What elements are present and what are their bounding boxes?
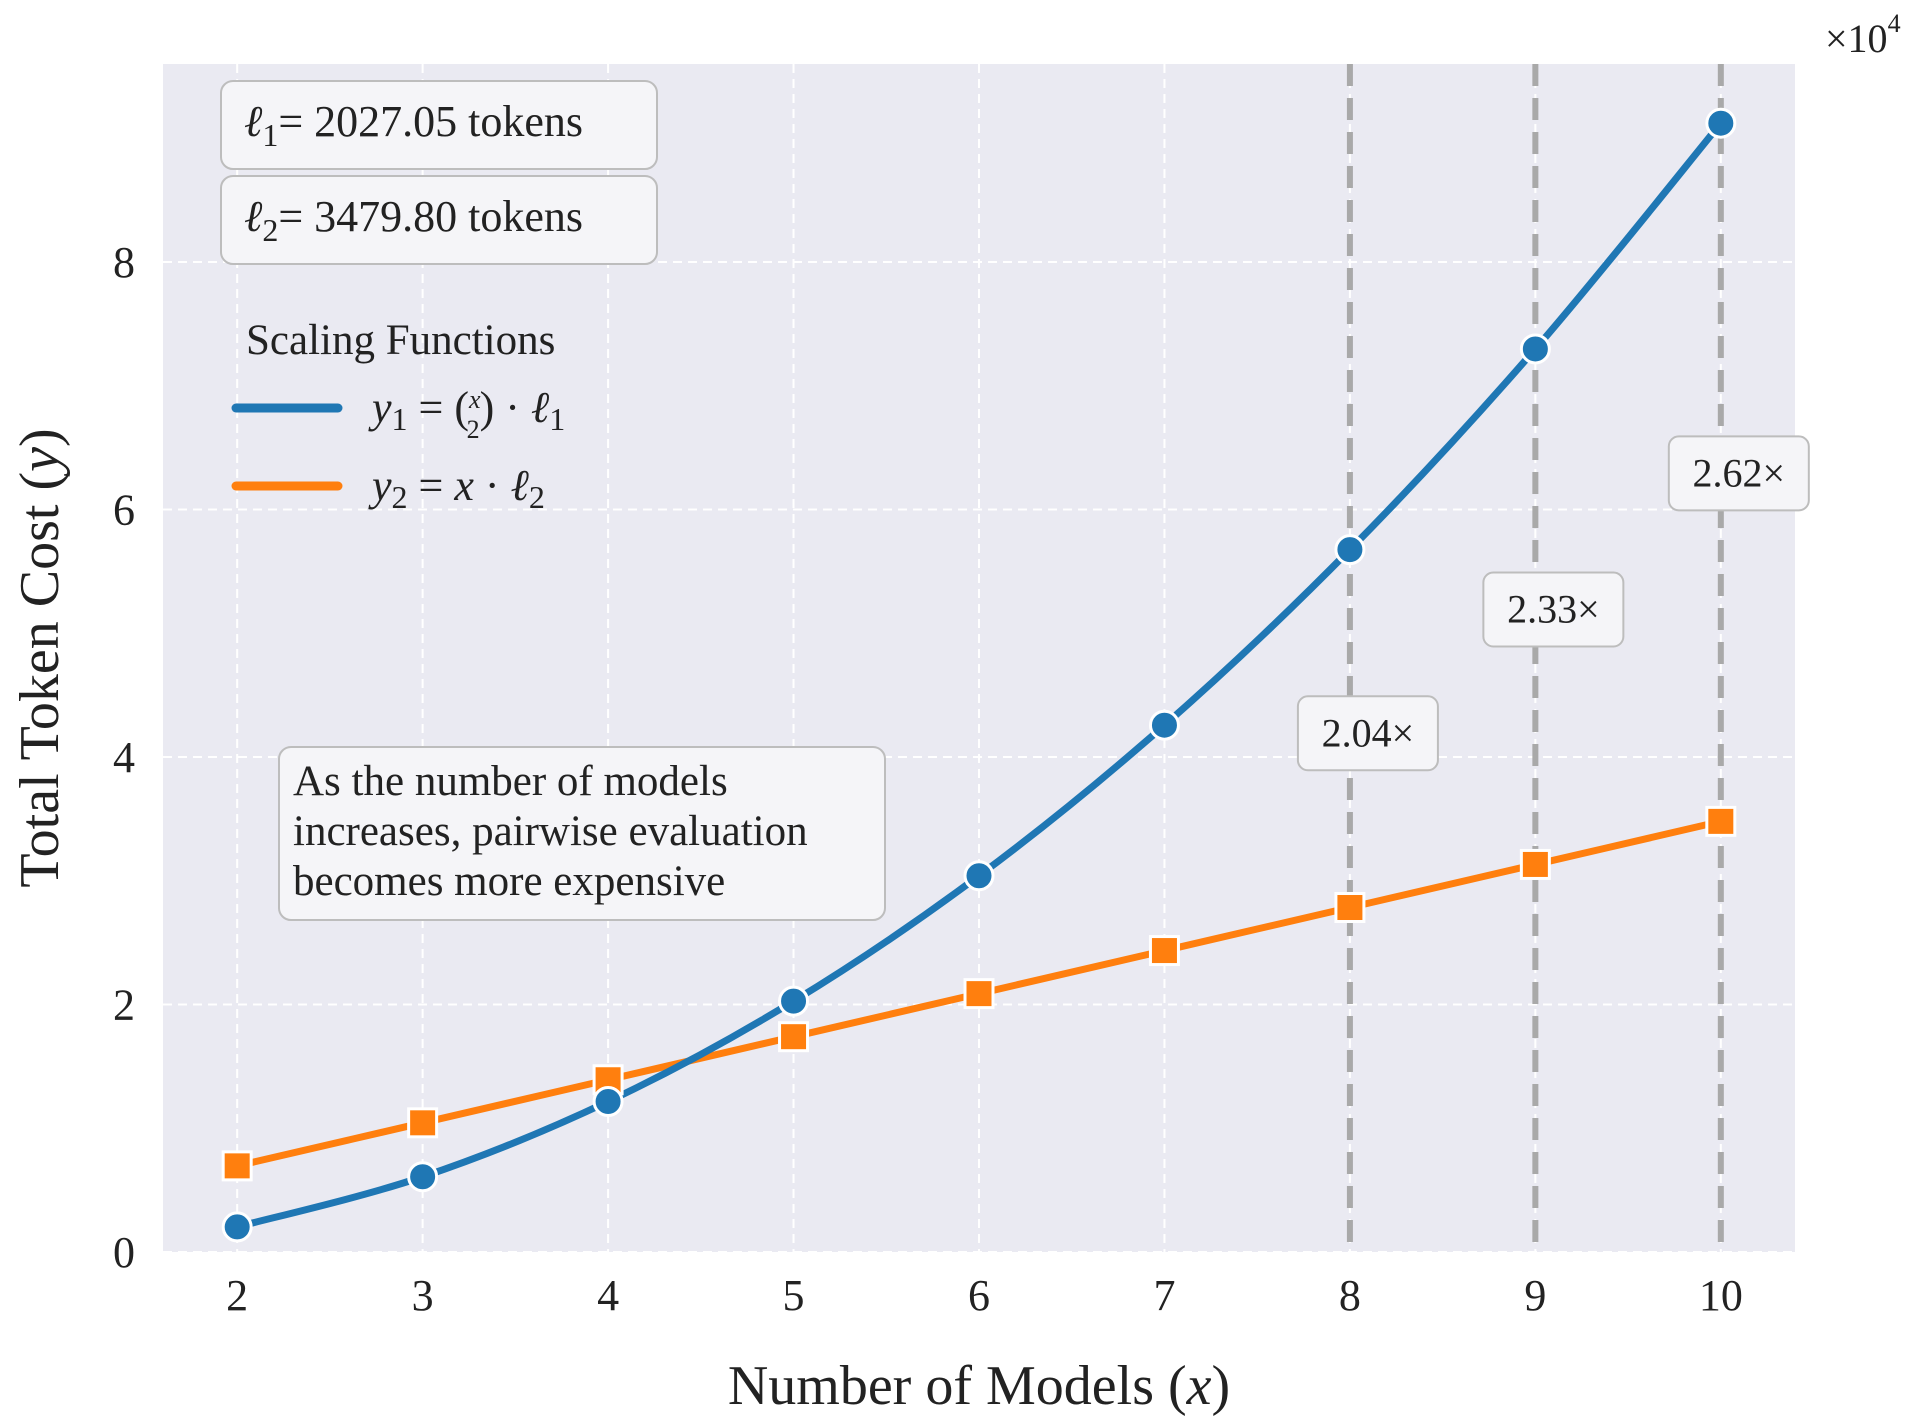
- x-tick-label: 7: [1153, 1271, 1175, 1320]
- series-1-point: [963, 860, 995, 892]
- x-tick-label: 10: [1699, 1271, 1743, 1320]
- legend-title: Scaling Functions: [246, 317, 555, 364]
- y-tick-label: 0: [113, 1228, 135, 1277]
- ell2-value: ℓ2= 3479.80 tokens: [244, 192, 583, 248]
- x-tick-labels: 2 3 4 5 6 7 8 9 10: [226, 1271, 1743, 1320]
- x-axis-label: Number of Models (x): [728, 1355, 1230, 1417]
- series-line-1: [233, 119, 1725, 1231]
- series-layer: [221, 107, 1737, 1243]
- ratio-labels: 2.04× 2.33× 2.62×: [1296, 435, 1810, 772]
- ratio-label-box: [1296, 695, 1439, 772]
- series-1-point: [1519, 333, 1551, 365]
- annotation-box: As the number of models increases, pairw…: [278, 746, 886, 921]
- y-tick-label: 2: [113, 981, 135, 1030]
- ratio-label-box: [1667, 435, 1810, 512]
- series-2-point: [1334, 892, 1366, 924]
- ratio-lines: [1346, 64, 1724, 1252]
- ratio-label-text: 2.62×: [1693, 450, 1786, 495]
- y-tick-label: 4: [113, 733, 135, 782]
- y-scale-factor: ×104: [1825, 9, 1901, 61]
- y-tick-label: 6: [113, 486, 135, 535]
- ell2-box: ℓ2= 3479.80 tokens: [220, 175, 658, 265]
- series-2-point: [1705, 805, 1737, 837]
- series-1-point: [221, 1211, 253, 1243]
- x-tick-label: 6: [968, 1271, 990, 1320]
- ratio-label: 2.62×: [1667, 435, 1810, 512]
- series-2-point: [407, 1107, 439, 1139]
- y-tick-label: 8: [113, 238, 135, 287]
- ratio-label-box: [1482, 571, 1625, 648]
- ratio-label: 2.33×: [1482, 571, 1625, 648]
- series-1-point: [592, 1085, 624, 1117]
- series-2-point: [778, 1021, 810, 1053]
- ratio-label: 2.04×: [1296, 695, 1439, 772]
- ell1-value: ℓ1= 2027.05 tokens: [244, 97, 583, 153]
- x-tick-label: 8: [1339, 1271, 1361, 1320]
- series-1-point: [1334, 534, 1366, 566]
- series-2-point: [1519, 848, 1551, 880]
- ell1-box: ℓ1= 2027.05 tokens: [220, 80, 658, 170]
- series-1-point: [778, 985, 810, 1017]
- annotation-line-1: As the number of models: [293, 758, 728, 805]
- series-2-point: [221, 1150, 253, 1182]
- annotation-line-2: increases, pairwise evaluation: [293, 808, 808, 855]
- x-tick-label: 4: [597, 1271, 619, 1320]
- series-1-point: [1705, 107, 1737, 139]
- series-2-point: [1148, 935, 1180, 967]
- legend-entry-y2: y2 = x · ℓ2: [368, 461, 545, 515]
- ratio-label-text: 2.04×: [1322, 710, 1415, 755]
- ratio-label-text: 2.33×: [1507, 587, 1600, 632]
- y-axis-label: Total Token Cost (y): [9, 428, 71, 887]
- series-1-point: [407, 1161, 439, 1193]
- x-tick-label: 3: [412, 1271, 434, 1320]
- series-1-point: [1148, 709, 1180, 741]
- y-tick-labels: 0 2 4 6 8: [113, 238, 135, 1277]
- x-tick-label: 5: [783, 1271, 805, 1320]
- annotation-line-3: becomes more expensive: [293, 858, 725, 905]
- series-2-point: [963, 978, 995, 1010]
- x-tick-label: 9: [1524, 1271, 1546, 1320]
- x-tick-label: 2: [226, 1271, 248, 1320]
